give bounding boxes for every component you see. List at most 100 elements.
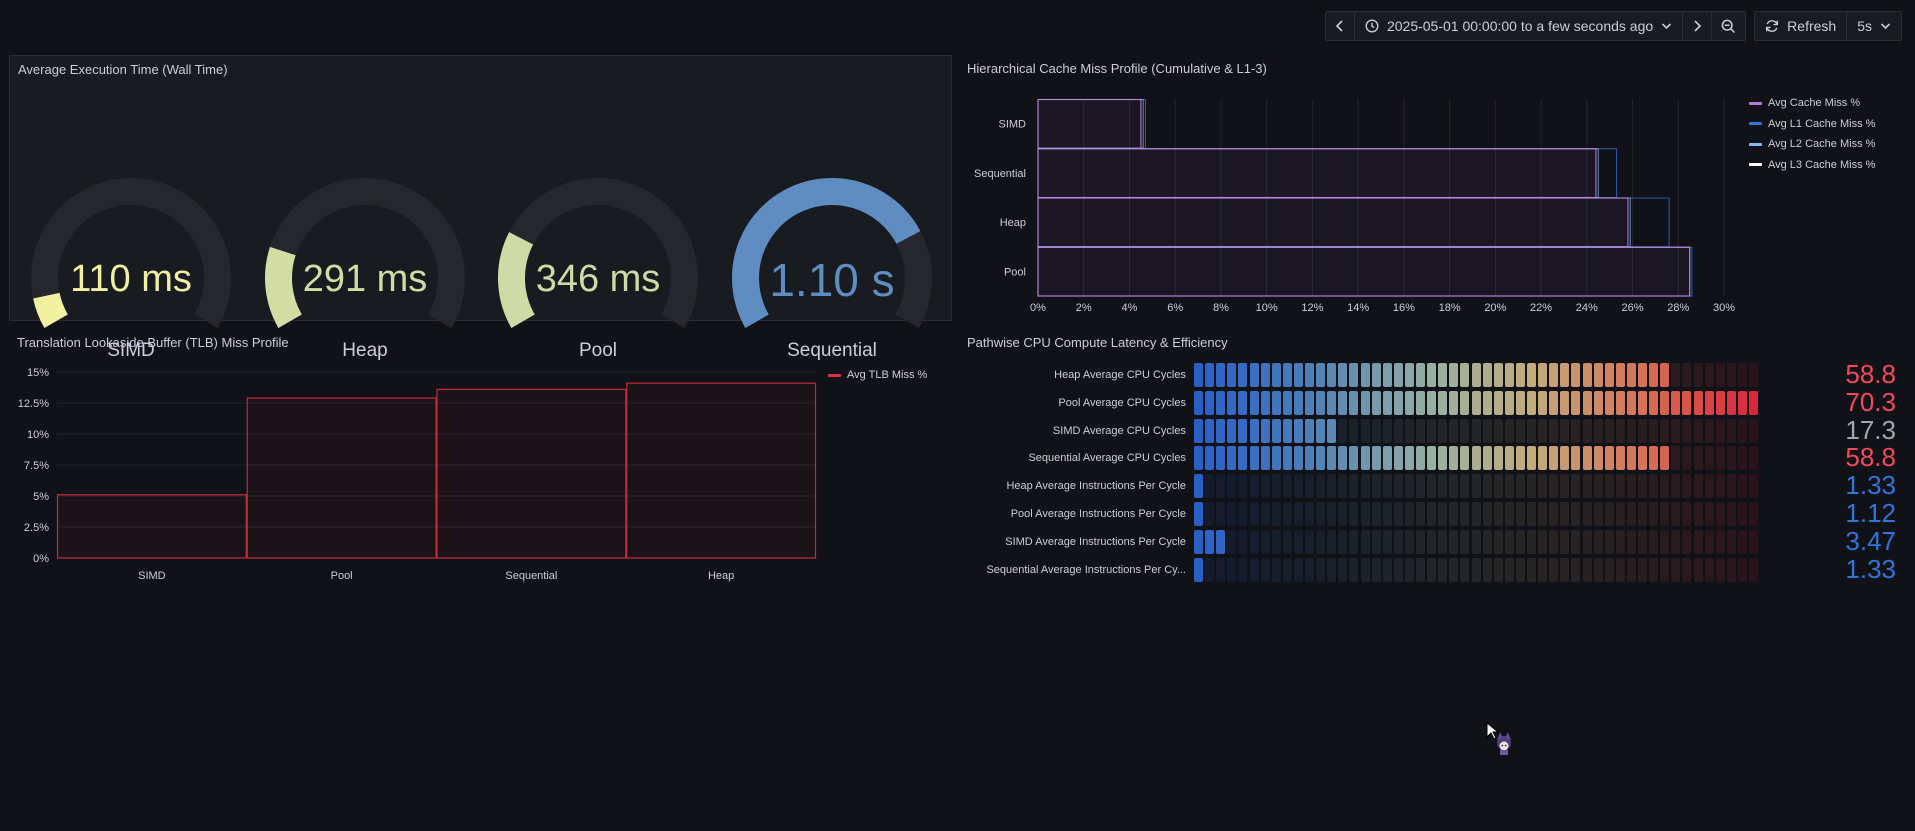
bar-gauge-cell	[1249, 557, 1259, 582]
bar-gauge-cell	[1282, 363, 1292, 387]
bar-gauge-cell	[1471, 502, 1481, 526]
bar-gauge-cell	[1515, 418, 1525, 443]
bar-gauge-cell	[1349, 529, 1359, 554]
bar-gauge-cell	[1582, 446, 1592, 471]
bar-gauge-cell	[1593, 557, 1603, 582]
bar-gauge-cell	[1504, 446, 1514, 471]
bar-gauge-cell	[1604, 446, 1614, 471]
bar-gauge-cell	[1560, 390, 1570, 415]
gauge-pool: 346 ms Pool	[483, 126, 713, 361]
bar-gauge-cell	[1515, 557, 1525, 582]
legend-item[interactable]: Avg L2 Cache Miss %	[1749, 134, 1875, 155]
x-tick-label: 4%	[1122, 302, 1138, 314]
y-tick-label: 0%	[33, 553, 49, 565]
bar-gauge-cell	[1549, 529, 1559, 554]
bar-gauge-cell	[1427, 418, 1437, 443]
time-shift-back-button[interactable]	[1326, 12, 1355, 40]
bar-gauge-cell	[1249, 418, 1259, 443]
bar-gauge-value: 1.33	[1845, 470, 1896, 501]
bar-gauge-label: Pool Average Instructions Per Cycle	[1010, 508, 1186, 520]
bar-gauge-cell	[1715, 446, 1725, 471]
zoom-out-button[interactable]	[1712, 12, 1745, 40]
bar-gauge-cell	[1549, 418, 1559, 443]
bar-gauge-cell	[1604, 502, 1614, 526]
bar-gauge-cell	[1371, 557, 1381, 582]
legend-item[interactable]: Avg Cache Miss %	[1749, 93, 1875, 114]
bar-gauge-cell	[1737, 529, 1747, 554]
chevron-left-icon	[1335, 20, 1343, 32]
panel-title: Hierarchical Cache Miss Profile (Cumulat…	[967, 61, 1267, 76]
bar-gauge-cell	[1638, 529, 1648, 554]
bar-gauge-cell	[1371, 418, 1381, 443]
bar-gauge-cell	[1515, 446, 1525, 471]
bar-gauge-cell	[1338, 446, 1348, 471]
gauge-heap: 291 ms Heap	[250, 126, 480, 361]
bar-gauge-cell	[1438, 502, 1448, 526]
bar-gauge-cell	[1538, 557, 1548, 582]
bar-gauge-cell	[1371, 390, 1381, 415]
bar-gauge-cell	[1704, 474, 1714, 499]
bar-gauge-cell	[1726, 418, 1736, 443]
bar-gauge-cell	[1482, 557, 1492, 582]
cpu-latency-panel[interactable]: Pathwise CPU Compute Latency & Efficienc…	[959, 329, 1905, 589]
bar-gauge-cell	[1604, 390, 1614, 415]
time-shift-forward-button[interactable]	[1683, 12, 1713, 40]
bar-gauge-cell	[1582, 390, 1592, 415]
bar-gauge-cell	[1726, 557, 1736, 582]
bar-gauge-cell	[1438, 557, 1448, 582]
tlb-miss-panel[interactable]: Translation Lookaside Buffer (TLB) Miss …	[9, 329, 950, 589]
legend-swatch	[1749, 142, 1762, 146]
bar-gauge-cell	[1593, 446, 1603, 471]
cache-miss-panel[interactable]: Hierarchical Cache Miss Profile (Cumulat…	[959, 55, 1905, 319]
bar-gauge-cell	[1682, 502, 1692, 526]
legend-label: Avg Cache Miss %	[1768, 97, 1861, 110]
x-tick-label: 12%	[1301, 302, 1323, 314]
chevron-right-icon	[1694, 20, 1702, 32]
legend-item[interactable]: Avg L3 Cache Miss %	[1749, 155, 1875, 176]
bar-gauge-cell	[1527, 502, 1537, 526]
x-tick-label: 20%	[1484, 302, 1506, 314]
bar-gauge-cell	[1316, 474, 1326, 499]
bar-gauge-cell	[1305, 418, 1315, 443]
bar-gauge-cell	[1249, 363, 1259, 387]
gauge-arc: 110 ms	[31, 178, 231, 328]
bar-gauge-cell	[1327, 529, 1337, 554]
time-range-picker[interactable]: 2025-05-01 00:00:00 to a few seconds ago	[1355, 12, 1684, 40]
bar-gauge-cell	[1260, 474, 1270, 499]
bar-gauge-cell	[1271, 474, 1281, 499]
exec-time-panel[interactable]: Average Execution Time (Wall Time) 110 m…	[9, 55, 952, 361]
bar-gauge-cell	[1515, 502, 1525, 526]
bar-gauge-cell	[1194, 363, 1204, 387]
bar-gauge-cell	[1338, 390, 1348, 415]
bar-gauge-cell	[1238, 418, 1248, 443]
legend-item[interactable]: Avg TLB Miss %	[828, 365, 927, 386]
bar-gauge-cell	[1538, 446, 1548, 471]
bar-gauge-cell	[1349, 557, 1359, 582]
bar-gauge-cell	[1404, 557, 1414, 582]
bar-gauge-cell	[1471, 418, 1481, 443]
bar-gauge-cell	[1704, 390, 1714, 415]
gauge-arc: 291 ms	[265, 178, 465, 328]
bar-gauge-cell	[1460, 529, 1470, 554]
refresh-interval-picker[interactable]: 5s	[1847, 12, 1901, 40]
legend-item[interactable]: Avg L1 Cache Miss %	[1749, 114, 1875, 135]
gauge-sequential: 1.10 s Sequential	[717, 126, 947, 361]
bar-gauge-cell	[1626, 557, 1636, 582]
bar-gauge-cell	[1538, 502, 1548, 526]
legend-swatch	[1749, 122, 1762, 126]
bar-gauge-cell	[1427, 363, 1437, 387]
bar-gauge-cell	[1626, 390, 1636, 415]
bar-avg-cache-miss-	[1037, 98, 1142, 149]
bar-gauge-cell	[1238, 390, 1248, 415]
bar-gauge-cell	[1305, 474, 1315, 499]
y-tick-label: Sequential	[974, 168, 1026, 180]
x-tick-label: 16%	[1393, 302, 1415, 314]
bar-gauge-cell	[1438, 363, 1448, 387]
gauge-arc: 1.10 s	[732, 178, 932, 328]
bar-gauge-cell	[1416, 390, 1426, 415]
bar-gauge-cell	[1615, 363, 1625, 387]
bar-gauge-cell	[1460, 446, 1470, 471]
bar-gauge-cell	[1382, 557, 1392, 582]
refresh-button[interactable]: Refresh	[1755, 12, 1848, 40]
bar-gauge-cell	[1615, 446, 1625, 471]
